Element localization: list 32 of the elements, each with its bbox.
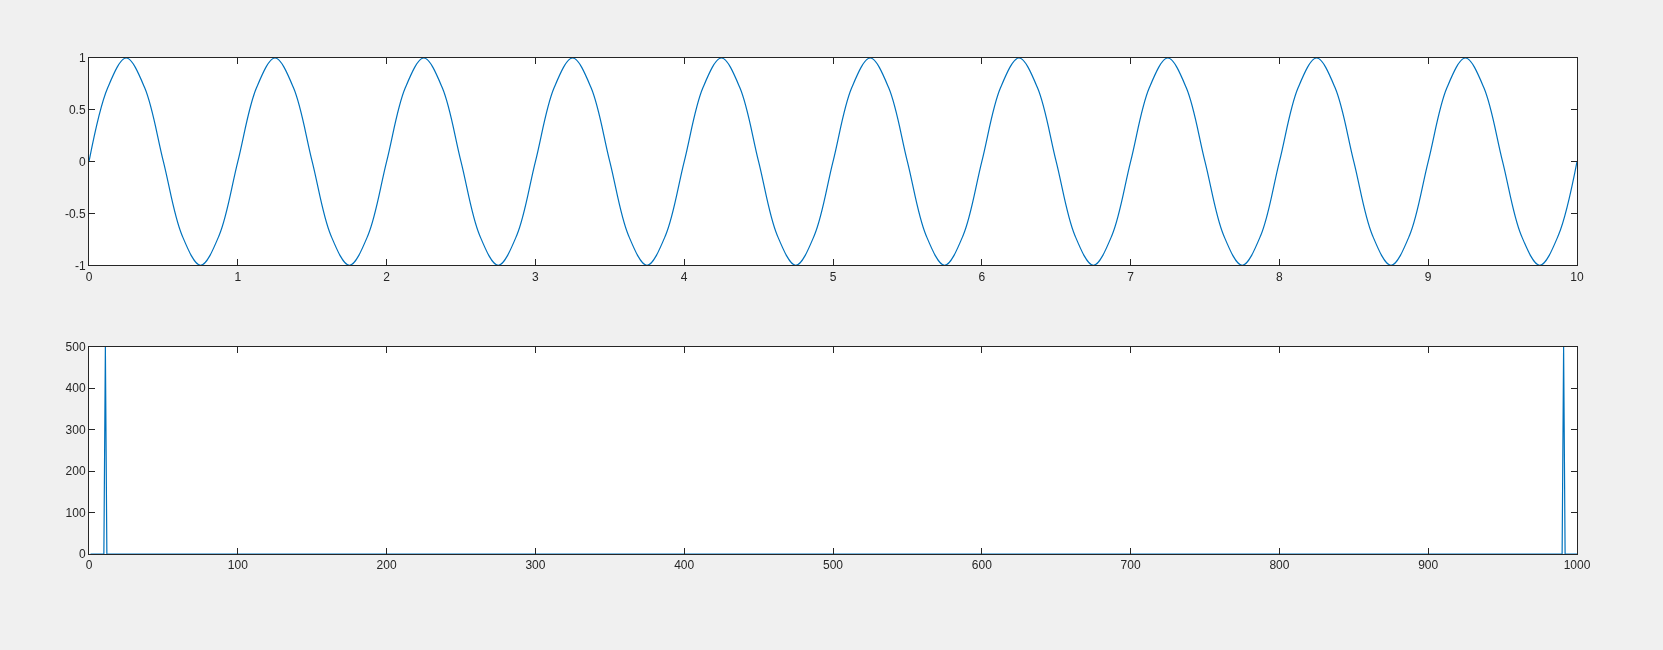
x-tick-label: 6: [978, 269, 986, 284]
y-tick-label: 100: [65, 505, 86, 520]
x-tick-label: 400: [674, 558, 695, 573]
x-tick-label: 5: [829, 269, 837, 284]
x-tick-label: 10: [1570, 269, 1584, 284]
x-tick-label: 600: [971, 558, 993, 573]
x-tick-label: 900: [1418, 558, 1439, 573]
x-tick-label: 300: [525, 558, 546, 573]
x-tick-label: 700: [1120, 558, 1141, 573]
y-tick-label: 0: [78, 547, 86, 562]
line-series: [89, 58, 1577, 266]
x-tick-label: 1000: [1563, 558, 1591, 573]
y-tick-label: 500: [65, 339, 86, 354]
x-tick-label: 4: [680, 269, 688, 284]
y-tick-label: -0.5: [64, 206, 86, 221]
x-tick-label: 3: [532, 269, 540, 284]
x-tick-label: 7: [1127, 269, 1135, 284]
y-tick-label: 200: [65, 464, 86, 479]
y-tick-label: -1: [74, 258, 86, 273]
x-tick-label: 100: [227, 558, 249, 573]
y-tick-label: 400: [65, 381, 86, 396]
x-tick-label: 1: [234, 269, 242, 284]
x-tick-label: 9: [1424, 269, 1432, 284]
y-tick-label: 0: [78, 154, 86, 169]
x-tick-label: 500: [822, 558, 844, 573]
x-tick-label: 8: [1276, 269, 1284, 284]
y-tick-label: 0.5: [68, 103, 86, 118]
y-tick-label: 300: [65, 422, 86, 437]
x-tick-label: 2: [383, 269, 391, 284]
y-tick-label: 1: [78, 51, 86, 66]
x-tick-label: 800: [1269, 558, 1290, 573]
x-tick-label: 200: [376, 558, 397, 573]
